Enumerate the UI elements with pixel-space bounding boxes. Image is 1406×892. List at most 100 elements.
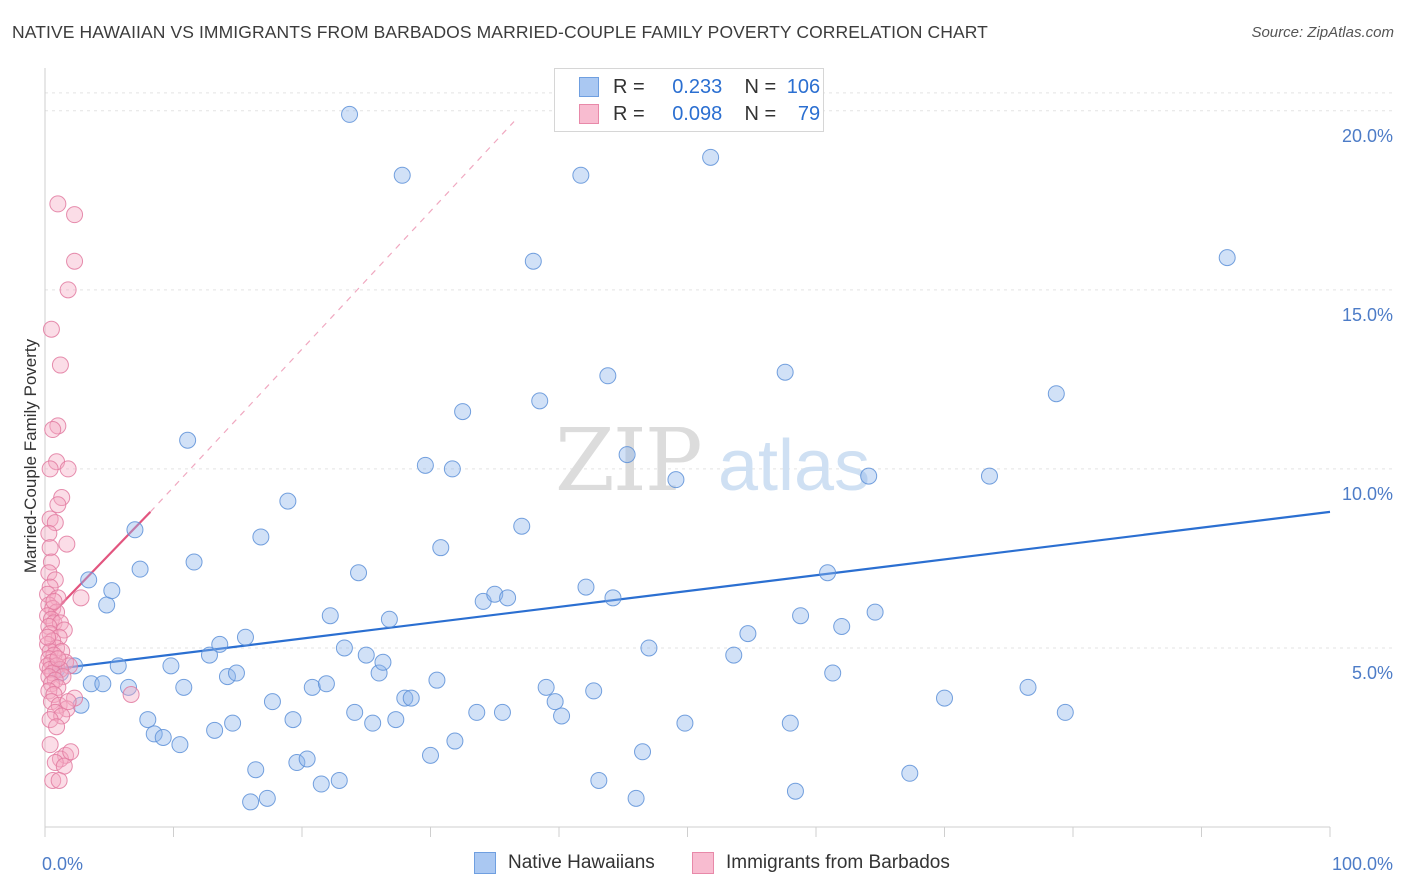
native-hawaiian-point (824, 664, 842, 682)
native-hawaiian-point (218, 668, 236, 686)
native-hawaiian-point (94, 675, 112, 693)
bottom-legend-swatch-pink (692, 852, 714, 874)
native-hawaiian-point (702, 148, 720, 166)
native-hawaiian-point (252, 528, 270, 546)
native-hawaiian-point (279, 492, 297, 510)
data-points (39, 105, 1236, 811)
native-hawaiian-point (162, 657, 180, 675)
barbados-point (49, 650, 67, 668)
native-hawaiian-point (370, 664, 388, 682)
native-hawaiian-point (364, 714, 382, 732)
y-tick-label: 5.0% (1352, 663, 1393, 683)
native-hawaiian-point (739, 625, 757, 643)
native-hawaiian-point (781, 714, 799, 732)
native-hawaiian-point (211, 635, 229, 653)
native-hawaiian-point (577, 578, 595, 596)
native-hawaiian-point (936, 689, 953, 707)
native-hawaiian-point (980, 467, 998, 485)
barbados-point (44, 771, 62, 789)
native-hawaiian-point (346, 703, 364, 721)
native-hawaiian-point (1019, 678, 1037, 696)
native-hawaiian-point (82, 675, 100, 693)
barbados-point (49, 496, 67, 514)
legend-swatch-blue (579, 77, 599, 97)
barbados-point (66, 252, 84, 270)
barbados-point (46, 754, 64, 772)
native-hawaiian-point (640, 639, 658, 657)
native-hawaiian-point (303, 678, 321, 696)
native-hawaiian-point (98, 596, 116, 614)
barbados-point (55, 757, 73, 775)
gridlines (45, 92, 1392, 649)
trend-lines (49, 121, 1331, 671)
legend-n-value: 79 (797, 102, 821, 125)
native-hawaiian-point (171, 736, 189, 754)
correlation-legend: R = 0.233 N = 106 R = 0.098 N = 79 (554, 68, 824, 132)
native-hawaiian-point (513, 517, 531, 535)
native-hawaiian-point (103, 582, 121, 600)
native-hawaiian-point (109, 657, 127, 675)
native-hawaiian-point (242, 793, 260, 811)
native-hawaiian-point (627, 789, 645, 807)
native-hawaiian-point (604, 589, 622, 607)
barbados-point (39, 628, 57, 646)
native-hawaiian-point (537, 678, 555, 696)
native-hawaiian-point (546, 693, 564, 711)
source-label: Source: ZipAtlas.com (1251, 24, 1394, 41)
barbados-point (50, 771, 68, 789)
native-hawaiian-point (258, 789, 276, 807)
native-hawaiian-point (634, 743, 652, 761)
bottom-legend-swatch-blue (474, 852, 496, 874)
native-hawaiian-point (446, 732, 464, 750)
legend-swatch-pink (579, 104, 599, 124)
native-hawaiian-point (786, 782, 804, 800)
native-hawaiian-point (866, 603, 884, 621)
native-hawaiian-point (154, 728, 172, 746)
barbados-point (45, 592, 63, 610)
barbados-point (41, 460, 59, 478)
native-hawaiian-point (139, 711, 157, 729)
native-hawaiian-point (387, 711, 405, 729)
native-hawaiian-point (131, 560, 149, 578)
barbados-point (41, 736, 59, 754)
bottom-legend-native-hawaiians: Native Hawaiians (474, 851, 655, 875)
native-hawaiian-point (380, 610, 398, 628)
native-hawaiian-point (341, 105, 359, 123)
native-hawaiian-point (792, 607, 810, 625)
native-hawaiian-point (284, 711, 302, 729)
native-hawaiian-point (335, 639, 353, 657)
native-hawaiian-point (126, 521, 144, 539)
native-hawaiian-point (330, 771, 348, 789)
native-hawaiian-point (145, 725, 163, 743)
native-hawaiian-point (288, 754, 306, 772)
barbados-point (40, 524, 58, 542)
native-hawaiian-point (428, 671, 446, 689)
native-hawaiian-point (486, 585, 504, 603)
native-hawaiian-point (402, 689, 420, 707)
chart-title: NATIVE HAWAIIAN VS IMMIGRANTS FROM BARBA… (12, 22, 988, 42)
barbados-point (122, 686, 140, 704)
native-hawaiian-point (321, 607, 339, 625)
legend-row-barbados: R = 0.098 N = 79 (579, 102, 820, 126)
native-hawaiian-point (1047, 385, 1065, 403)
native-hawaiian-point (499, 589, 517, 607)
native-hawaiian-point (468, 703, 486, 721)
barbados-trend-extension (149, 121, 515, 513)
native-hawaiian-point (179, 431, 197, 449)
native-hawaiian-point (676, 714, 694, 732)
legend-n-label: N = (744, 102, 777, 125)
watermark-zip: ZIP (555, 411, 701, 511)
native-hawaiian-point (312, 775, 330, 793)
native-hawaiian-point (1056, 703, 1074, 721)
native-hawaiian-point (454, 403, 472, 421)
barbados-point (66, 206, 84, 224)
barbados-point (40, 564, 58, 582)
legend-row-native-hawaiians: R = 0.233 N = 106 (579, 75, 820, 99)
native-hawaiian-point (236, 628, 254, 646)
native-hawaiian-point (357, 646, 375, 664)
barbados-trend-line (49, 511, 152, 617)
native-hawaiian-point (819, 564, 837, 582)
native-hawaiian-point (776, 363, 794, 381)
native-hawaiian-point (317, 675, 335, 693)
